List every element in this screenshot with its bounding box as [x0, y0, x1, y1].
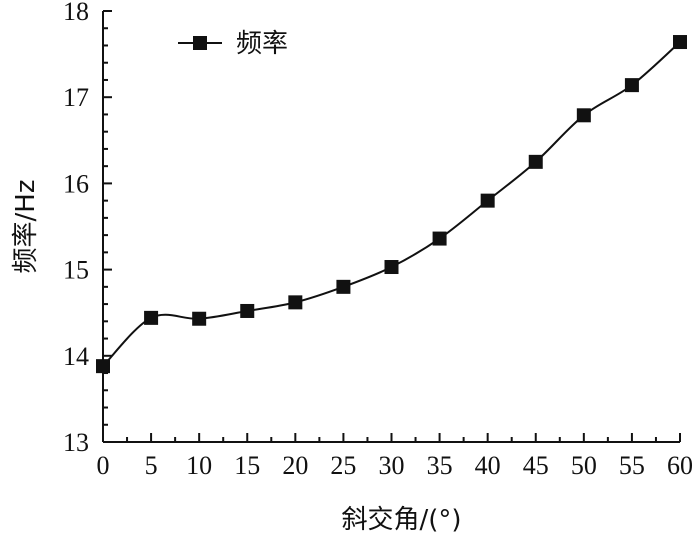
legend-marker	[193, 36, 207, 50]
x-axis-title: 斜交角/(°)	[341, 505, 461, 535]
data-point	[624, 78, 639, 93]
x-ticks: 0 5 10 15 20 25 30 35 40 45 50 55 60	[97, 433, 693, 480]
x-tick-label: 60	[667, 451, 693, 480]
x-tick-label: 25	[330, 451, 356, 480]
axes	[102, 11, 680, 443]
x-tick-label: 20	[282, 451, 308, 480]
data-point	[673, 35, 687, 50]
data-point	[144, 310, 159, 325]
legend: 频率	[178, 29, 288, 59]
x-tick-label: 45	[523, 451, 549, 480]
x-tick-label: 35	[427, 451, 453, 480]
x-tick-label: 50	[571, 451, 597, 480]
y-tick-label: 13	[63, 428, 89, 457]
legend-label: 频率	[236, 29, 288, 59]
data-point	[288, 295, 303, 310]
data-point	[528, 154, 543, 169]
series-line	[102, 41, 681, 367]
data-point	[96, 359, 110, 374]
y-tick-label: 14	[63, 342, 89, 371]
data-point	[432, 231, 447, 246]
data-point	[336, 279, 351, 294]
y-tick-label: 18	[63, 0, 89, 26]
series-group	[96, 35, 687, 374]
data-point	[240, 303, 255, 318]
y-tick-label: 16	[63, 169, 89, 198]
x-tick-label: 10	[186, 451, 212, 480]
data-point	[384, 260, 399, 275]
x-tick-label: 40	[475, 451, 501, 480]
x-tick-label: 5	[145, 451, 158, 480]
x-tick-label: 30	[379, 451, 405, 480]
y-ticks: 13 14 15 16 17 18	[63, 0, 112, 457]
data-point	[480, 193, 495, 208]
y-tick-label: 15	[63, 256, 89, 285]
data-point	[192, 311, 207, 326]
x-tick-label: 15	[234, 451, 260, 480]
y-axis-title: 频率/Hz	[11, 180, 41, 274]
data-point	[576, 108, 591, 123]
x-tick-label: 0	[97, 451, 110, 480]
x-tick-label: 55	[619, 451, 645, 480]
y-tick-label: 17	[63, 83, 89, 112]
